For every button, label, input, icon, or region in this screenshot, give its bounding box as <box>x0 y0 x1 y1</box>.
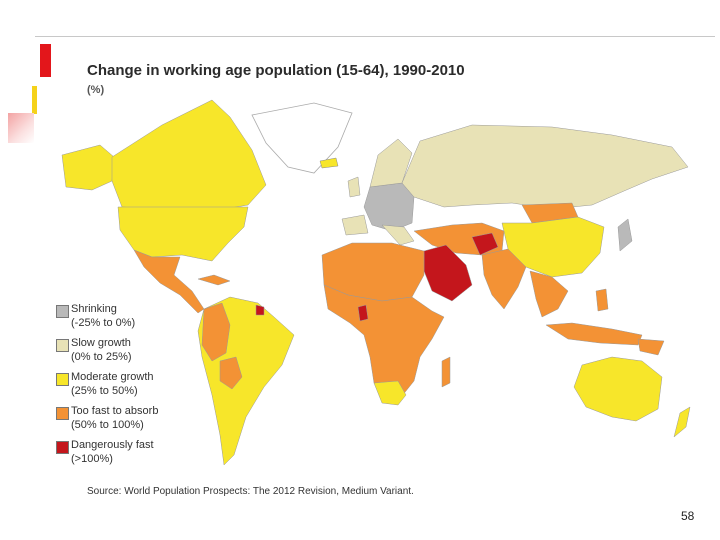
legend-swatch <box>56 339 69 352</box>
southeast-asia <box>529 270 569 318</box>
madagascar <box>441 356 451 388</box>
yellow-accent-bar <box>32 86 37 114</box>
europe-shrinking <box>363 182 415 232</box>
new-zealand <box>673 406 691 438</box>
paraguay-bolivia <box>219 356 243 390</box>
legend-label: Moderate growth <box>71 371 154 383</box>
iceland <box>319 157 339 169</box>
top-rule <box>35 36 715 37</box>
legend-swatch <box>56 373 69 386</box>
legend-item-too-fast: Too fast to absorb (50% to 100%) <box>56 405 216 435</box>
india <box>481 248 527 310</box>
pink-accent-shape <box>8 113 34 143</box>
andean-region <box>201 302 231 362</box>
southern-africa <box>373 380 407 406</box>
russia <box>401 124 689 210</box>
uk <box>347 176 361 198</box>
scandinavia <box>369 138 413 188</box>
source-note: Source: World Population Prospects: The … <box>87 486 414 497</box>
caribbean <box>197 274 231 286</box>
legend-label: Too fast to absorb <box>71 405 159 417</box>
afghanistan <box>471 232 499 256</box>
australia <box>573 356 663 422</box>
french-guiana <box>255 304 265 316</box>
alaska <box>61 144 115 191</box>
indonesia <box>545 322 643 346</box>
legend-range: (50% to 100%) <box>71 419 144 431</box>
legend-label: Dangerously fast <box>71 439 154 451</box>
legend-item-dangerously-fast: Dangerously fast (>100%) <box>56 439 216 469</box>
world-map <box>61 99 691 466</box>
usa <box>117 206 249 262</box>
legend-swatch <box>56 305 69 318</box>
legend-range: (25% to 50%) <box>71 385 138 397</box>
png <box>637 338 665 356</box>
legend-label: Slow growth <box>71 337 131 349</box>
red-accent-bar <box>40 44 51 77</box>
legend-item-slow-growth: Slow growth (0% to 25%) <box>56 337 216 367</box>
map-title: Change in working age population (15-64)… <box>87 62 465 79</box>
legend-swatch <box>56 441 69 454</box>
philippines <box>595 288 609 312</box>
iberia <box>341 214 369 236</box>
italy-balkans <box>381 224 415 246</box>
west-africa-red <box>357 304 369 322</box>
arabian-peninsula <box>423 244 473 302</box>
legend-item-shrinking: Shrinking (-25% to 0%) <box>56 303 216 333</box>
legend-label: Shrinking <box>71 303 117 315</box>
legend-range: (0% to 25%) <box>71 351 132 363</box>
canada <box>111 99 267 212</box>
sub-saharan-africa <box>323 284 445 402</box>
page-number: 58 <box>681 509 695 523</box>
legend-item-moderate-growth: Moderate growth (25% to 50%) <box>56 371 216 401</box>
legend-range: (-25% to 0%) <box>71 317 136 329</box>
japan <box>617 218 633 252</box>
legend-range: (>100%) <box>71 453 113 465</box>
map-subtitle: (%) <box>87 84 105 96</box>
legend-swatch <box>56 407 69 420</box>
